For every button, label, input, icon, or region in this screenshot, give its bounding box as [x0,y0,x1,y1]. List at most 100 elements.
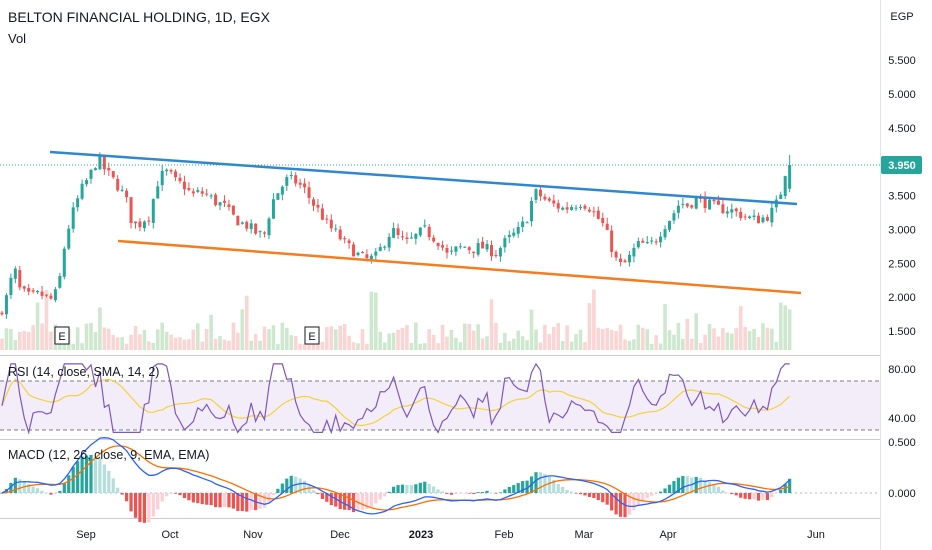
earnings-marker[interactable]: E [54,326,70,345]
price-axis[interactable]: 5.500 5.000 4.500 3.500 3.000 2.500 2.000 1.500 [888,55,916,338]
macd-hist-bar [498,492,502,493]
macd-hist-bar [236,493,240,511]
macd-hist-bar [485,490,489,493]
candle-body [285,177,289,186]
macd-hist-bar [343,493,347,510]
volume-bar [747,330,752,350]
candle-body [343,238,347,240]
time-tick: Sep [76,529,96,541]
candle-body [405,237,409,239]
candle-body [9,277,13,296]
svg-text:E: E [308,331,315,343]
volume-bar [427,329,431,350]
macd-hist-bar [173,493,178,494]
candle-body [320,208,324,220]
volume-bar [35,302,40,350]
rsi-label: RSI (14, close, SMA, 14, 2) [8,365,159,379]
volume-bar [218,335,222,350]
volume-bar [618,324,623,350]
macd-hist-bar [31,486,35,493]
volume-bar [614,331,618,350]
volume-bar [285,327,289,350]
earnings-marker[interactable]: E [304,326,320,345]
volume-bar [333,329,338,350]
candle-body [734,208,738,212]
volume-bar [80,343,84,350]
candle-body [165,169,169,172]
macd-hist-bar [699,477,703,493]
macd-hist-bar [538,472,543,493]
candle-body [614,251,618,258]
macd-hist-bar [107,470,111,493]
volume-bar [703,334,707,350]
macd-hist-bar [774,493,778,494]
candle-body [507,234,511,238]
volume-bar [298,343,302,350]
macd-hist-bar [316,493,320,495]
candle-body [45,294,48,296]
candle-body [547,198,551,201]
volume-bar [538,342,543,350]
volume-bar [480,338,485,350]
macd-hist-bar [227,493,231,508]
price-tick: 5.500 [888,55,916,67]
candle-body [712,199,716,202]
candle-body [490,245,493,257]
candle-body [267,218,271,236]
macd-hist-bar [636,493,640,506]
volume-bar [445,336,449,350]
candle-body [748,216,752,219]
macd-hist-bar [739,493,743,498]
volume-bar [222,339,227,350]
volume-bar [311,340,316,350]
candle-body [641,240,645,243]
macd-hist-bar [62,483,66,493]
volume-bar [164,331,169,350]
macd-hist-bar [752,493,756,500]
macd-hist-bar [156,493,160,510]
volume-bar [663,303,667,350]
volume-bar [231,322,236,350]
candle-body [205,193,209,195]
macd-hist-bar [574,493,578,494]
macd-hist-bar [454,493,458,495]
volume-bar [151,343,156,350]
macd-hist-bar [494,493,498,494]
volume-bar [556,323,561,350]
trendlines[interactable] [49,150,802,295]
candle-body [636,241,640,248]
candle-body [401,236,404,238]
volume-bar [369,291,374,350]
volume-bar [182,339,187,350]
candle-body [102,155,106,170]
time-tick: 2023 [409,529,433,541]
macd-hist-bar [129,493,133,512]
candle-body [596,210,600,219]
time-axis[interactable]: Sep Oct Nov Dec 2023 Feb Mar Apr Jun [76,529,825,541]
macd-hist-bar [627,493,632,515]
candle-body [0,312,4,315]
volume-bar [765,327,770,350]
macd-hist-bar [472,493,476,495]
macd-hist-bar [654,493,658,495]
rsi-band [0,381,880,430]
candle-body [138,221,142,228]
macd-hist-bar [392,486,396,493]
macd-hist-bar [463,493,467,494]
macd-label: MACD (12, 26, close, 9, EMA, EMA) [8,448,209,462]
candle-body [329,219,333,229]
candle-body [178,177,182,182]
macd-histogram [0,455,792,523]
candle-body [107,167,111,171]
volume-bar [418,343,423,350]
volume-bar [511,338,516,350]
macd-hist-bar [271,493,276,496]
volume-bar [374,292,378,350]
macd-hist-bar [756,493,761,501]
volume-bar [569,341,574,350]
volume-bar [716,336,721,350]
candle-body [356,252,360,256]
volume-bar [22,330,27,350]
volume-bar [761,323,765,350]
